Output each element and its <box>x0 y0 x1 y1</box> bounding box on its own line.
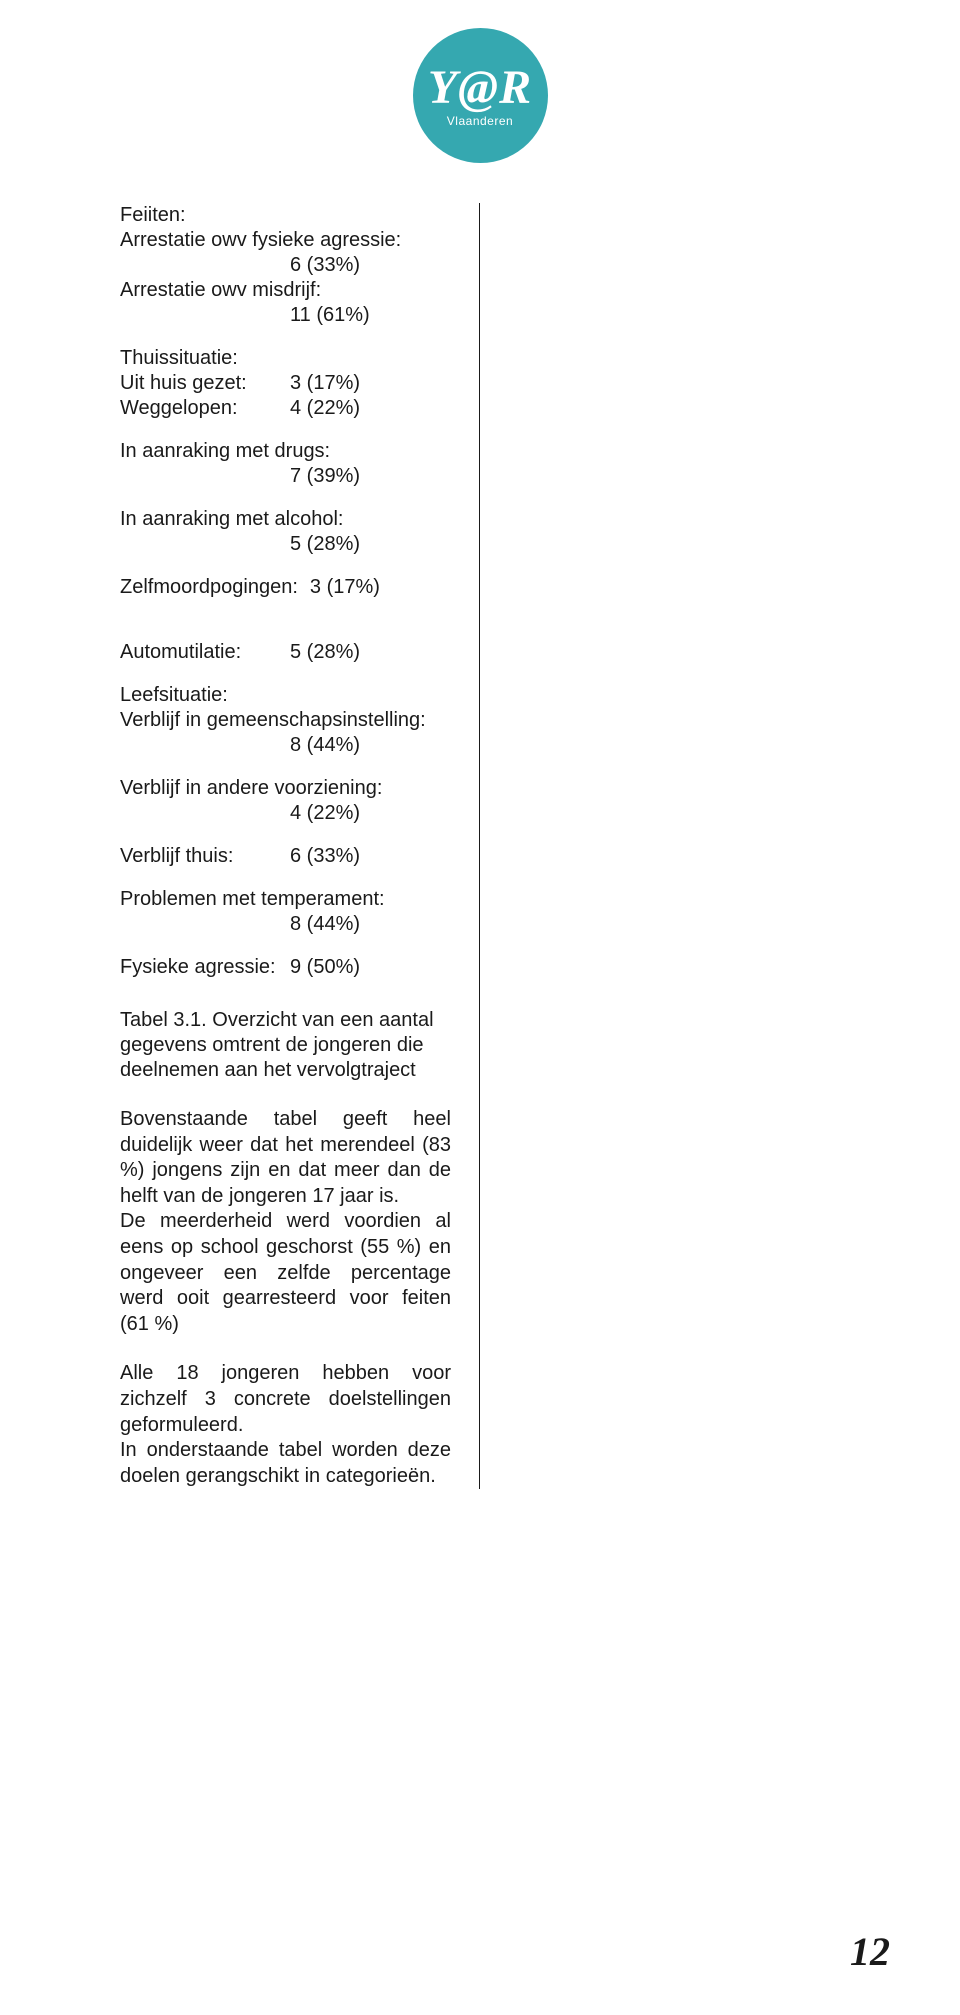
stats-andere-voorziening: Verblijf in andere voorziening: 4 (22%) <box>120 776 451 826</box>
weggelopen-label: Weggelopen: <box>120 396 290 421</box>
thuis-header: Thuissituatie: <box>120 346 451 371</box>
stats-drugs: In aanraking met drugs: 7 (39%) <box>120 439 451 489</box>
zelfmoord-value: 3 (17%) <box>298 575 451 600</box>
alcohol-value: 5 (28%) <box>120 532 451 557</box>
feiten-header: Feiiten: <box>120 203 451 228</box>
stats-temperament: Problemen met temperament: 8 (44%) <box>120 887 451 937</box>
fysieke-label: Fysieke agressie: <box>120 955 290 980</box>
logo-brand: Y@R <box>428 64 532 112</box>
drugs-value: 7 (39%) <box>120 464 451 489</box>
alcohol-label: In aanraking met alcohol: <box>120 507 451 532</box>
right-column <box>480 203 840 1489</box>
logo-badge: Y@R Vlaanderen <box>413 28 548 163</box>
two-column-layout: Feiiten: Arrestatie owv fysieke agressie… <box>0 203 960 1489</box>
fysieke-value: 9 (50%) <box>290 955 451 980</box>
uit-huis-row: Uit huis gezet: 3 (17%) <box>120 371 451 396</box>
arrest-agressie-label: Arrestatie owv fysieke agressie: <box>120 228 451 253</box>
leefsituatie-header: Leefsituatie: <box>120 683 451 708</box>
gemeenschap-label: Verblijf in gemeenschapsinstelling: <box>120 708 451 733</box>
verblijf-thuis-row: Verblijf thuis: 6 (33%) <box>120 844 451 869</box>
paragraph-1: Bovenstaande tabel geeft heel duidelijk … <box>120 1107 451 1209</box>
automutilatie-row: Automutilatie: 5 (28%) <box>120 640 451 665</box>
stats-automutilatie: Automutilatie: 5 (28%) <box>120 640 451 665</box>
table-caption: Tabel 3.1. Overzicht van een aantal gege… <box>120 1008 451 1083</box>
logo-container: Y@R Vlaanderen <box>0 0 960 163</box>
drugs-label: In aanraking met drugs: <box>120 439 451 464</box>
temperament-value: 8 (44%) <box>120 912 451 937</box>
arrest-misdrijf-value: 11 (61%) <box>120 303 451 328</box>
stats-zelfmoord: Zelfmoordpogingen: 3 (17%) <box>120 575 451 600</box>
uit-huis-label: Uit huis gezet: <box>120 371 290 396</box>
paragraph-4: In onderstaande tabel worden deze doelen… <box>120 1438 451 1489</box>
zelfmoord-label: Zelfmoordpogingen: <box>120 575 298 600</box>
automutilatie-label: Automutilatie: <box>120 640 290 665</box>
page-number: 12 <box>850 1928 890 1975</box>
logo-subtitle: Vlaanderen <box>447 114 513 128</box>
weggelopen-row: Weggelopen: 4 (22%) <box>120 396 451 421</box>
andere-label: Verblijf in andere voorziening: <box>120 776 451 801</box>
gemeenschap-value: 8 (44%) <box>120 733 451 758</box>
stats-feiten: Feiiten: Arrestatie owv fysieke agressie… <box>120 203 451 328</box>
paragraph-3: Alle 18 jongeren hebben voor zichzelf 3 … <box>120 1361 451 1438</box>
weggelopen-value: 4 (22%) <box>290 396 451 421</box>
paragraph-2: De meerderheid werd voordien al eens op … <box>120 1209 451 1337</box>
verblijf-thuis-label: Verblijf thuis: <box>120 844 290 869</box>
andere-value: 4 (22%) <box>120 801 451 826</box>
uit-huis-value: 3 (17%) <box>290 371 451 396</box>
automutilatie-value: 5 (28%) <box>290 640 451 665</box>
stats-alcohol: In aanraking met alcohol: 5 (28%) <box>120 507 451 557</box>
fysieke-row: Fysieke agressie: 9 (50%) <box>120 955 451 980</box>
temperament-label: Problemen met temperament: <box>120 887 451 912</box>
stats-verblijf-thuis: Verblijf thuis: 6 (33%) <box>120 844 451 869</box>
stats-leefsituatie: Leefsituatie: Verblijf in gemeenschapsin… <box>120 683 451 758</box>
zelfmoord-row: Zelfmoordpogingen: 3 (17%) <box>120 575 451 600</box>
stats-fysieke-agressie: Fysieke agressie: 9 (50%) <box>120 955 451 980</box>
arrest-misdrijf-label: Arrestatie owv misdrijf: <box>120 278 451 303</box>
stats-thuissituatie: Thuissituatie: Uit huis gezet: 3 (17%) W… <box>120 346 451 421</box>
arrest-agressie-value: 6 (33%) <box>120 253 451 278</box>
verblijf-thuis-value: 6 (33%) <box>290 844 451 869</box>
left-column: Feiiten: Arrestatie owv fysieke agressie… <box>120 203 480 1489</box>
